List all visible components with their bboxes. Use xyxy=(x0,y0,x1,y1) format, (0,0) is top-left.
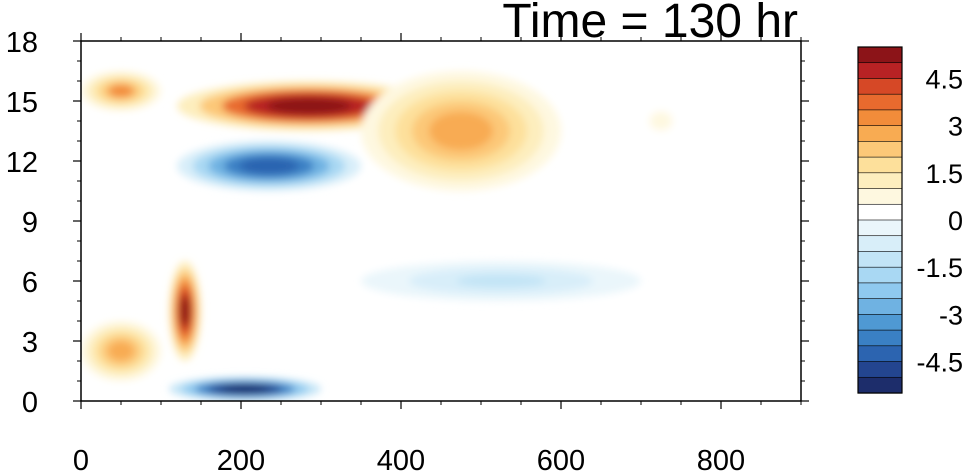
colorbar-label: -3 xyxy=(939,300,963,330)
field-feature xyxy=(361,71,561,191)
y-tick-label: 0 xyxy=(22,387,38,419)
field-feature xyxy=(81,321,161,381)
x-tick-label: 200 xyxy=(217,445,265,473)
colorbar-swatch xyxy=(857,141,903,158)
colorbar-swatch xyxy=(857,361,903,378)
colorbar-swatch xyxy=(857,188,903,205)
y-tick-label: 3 xyxy=(22,327,38,359)
colorbar-label: 1.5 xyxy=(925,159,963,189)
colorbar-swatch xyxy=(857,125,903,142)
colorbar-label: -4.5 xyxy=(916,348,963,378)
colorbar-swatch xyxy=(857,345,903,363)
field-feature xyxy=(361,261,641,301)
colorbar-swatch xyxy=(857,266,903,284)
field-feature xyxy=(169,377,321,401)
colorbar-swatch xyxy=(857,251,903,268)
colorbar-label: 0 xyxy=(948,206,963,236)
field-feature xyxy=(625,91,697,151)
x-axis: 0 200 400 600 800 xyxy=(73,33,802,473)
x-tick-label: 600 xyxy=(537,445,585,473)
y-tick-label: 18 xyxy=(6,27,38,59)
colorbar-label: 3 xyxy=(948,112,963,142)
colorbar-swatch xyxy=(857,46,903,64)
colorbar-swatch xyxy=(857,156,903,174)
y-axis: 0 3 6 9 12 15 18 xyxy=(6,27,809,419)
colorbar-swatch xyxy=(857,93,903,111)
colorbar-swatch xyxy=(857,376,903,394)
colorbar-frame xyxy=(857,46,903,394)
y-tick-label: 9 xyxy=(22,207,38,239)
y-tick-label: 6 xyxy=(22,267,38,299)
colorbar-swatch xyxy=(857,314,903,331)
colorbar-swatch xyxy=(857,298,903,315)
colorbar-swatch xyxy=(857,172,903,190)
field-layer xyxy=(81,71,697,401)
x-tick-label: 0 xyxy=(73,445,89,473)
colorbar-swatch xyxy=(857,329,903,347)
field-feature xyxy=(81,71,161,111)
colorbar-swatch xyxy=(857,62,903,80)
field-feature xyxy=(177,141,361,191)
plot-area xyxy=(80,40,802,402)
colorbar-swatch xyxy=(857,235,903,253)
chart-title: Time = 130 hr xyxy=(502,0,798,48)
colorbar: 4.5 3 1.5 0 -1.5 -3 -4.5 xyxy=(857,46,963,394)
colorbar-swatch xyxy=(857,78,903,95)
field-feature xyxy=(169,261,201,361)
x-tick-label: 400 xyxy=(377,445,425,473)
colorbar-label: 4.5 xyxy=(925,64,963,94)
colorbar-swatch xyxy=(857,109,903,127)
y-tick-label: 12 xyxy=(6,147,38,179)
colorbar-label: -1.5 xyxy=(916,253,963,283)
colorbar-swatch xyxy=(857,282,903,300)
x-tick-label: 800 xyxy=(697,445,745,473)
y-tick-label: 15 xyxy=(6,87,38,119)
colorbar-swatch xyxy=(857,219,903,237)
colorbar-swatch xyxy=(857,203,903,221)
